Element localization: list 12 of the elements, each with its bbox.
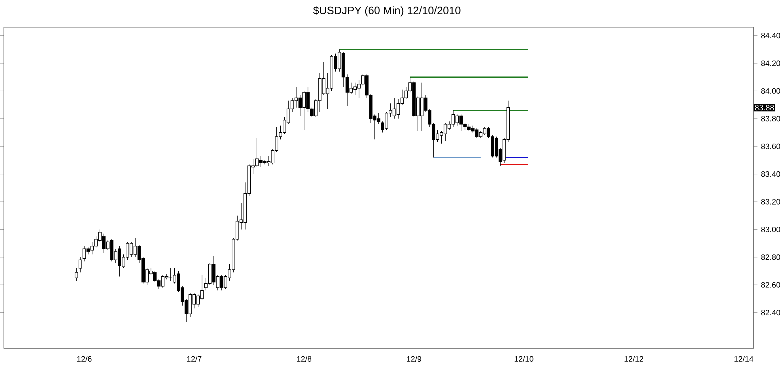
- candlestick: [475, 128, 479, 139]
- candlestick: [420, 82, 424, 132]
- candlestick: [86, 247, 90, 255]
- chart-title: $USDJPY (60 Min) 12/10/2010: [313, 6, 461, 17]
- candlestick: [134, 238, 138, 258]
- candlestick: [188, 293, 192, 318]
- candlestick: [161, 275, 165, 288]
- candlestick: [212, 256, 216, 286]
- candlestick: [396, 99, 400, 120]
- candlestick: [452, 110, 456, 128]
- candlestick: [302, 90, 306, 130]
- candlestick: [110, 239, 114, 262]
